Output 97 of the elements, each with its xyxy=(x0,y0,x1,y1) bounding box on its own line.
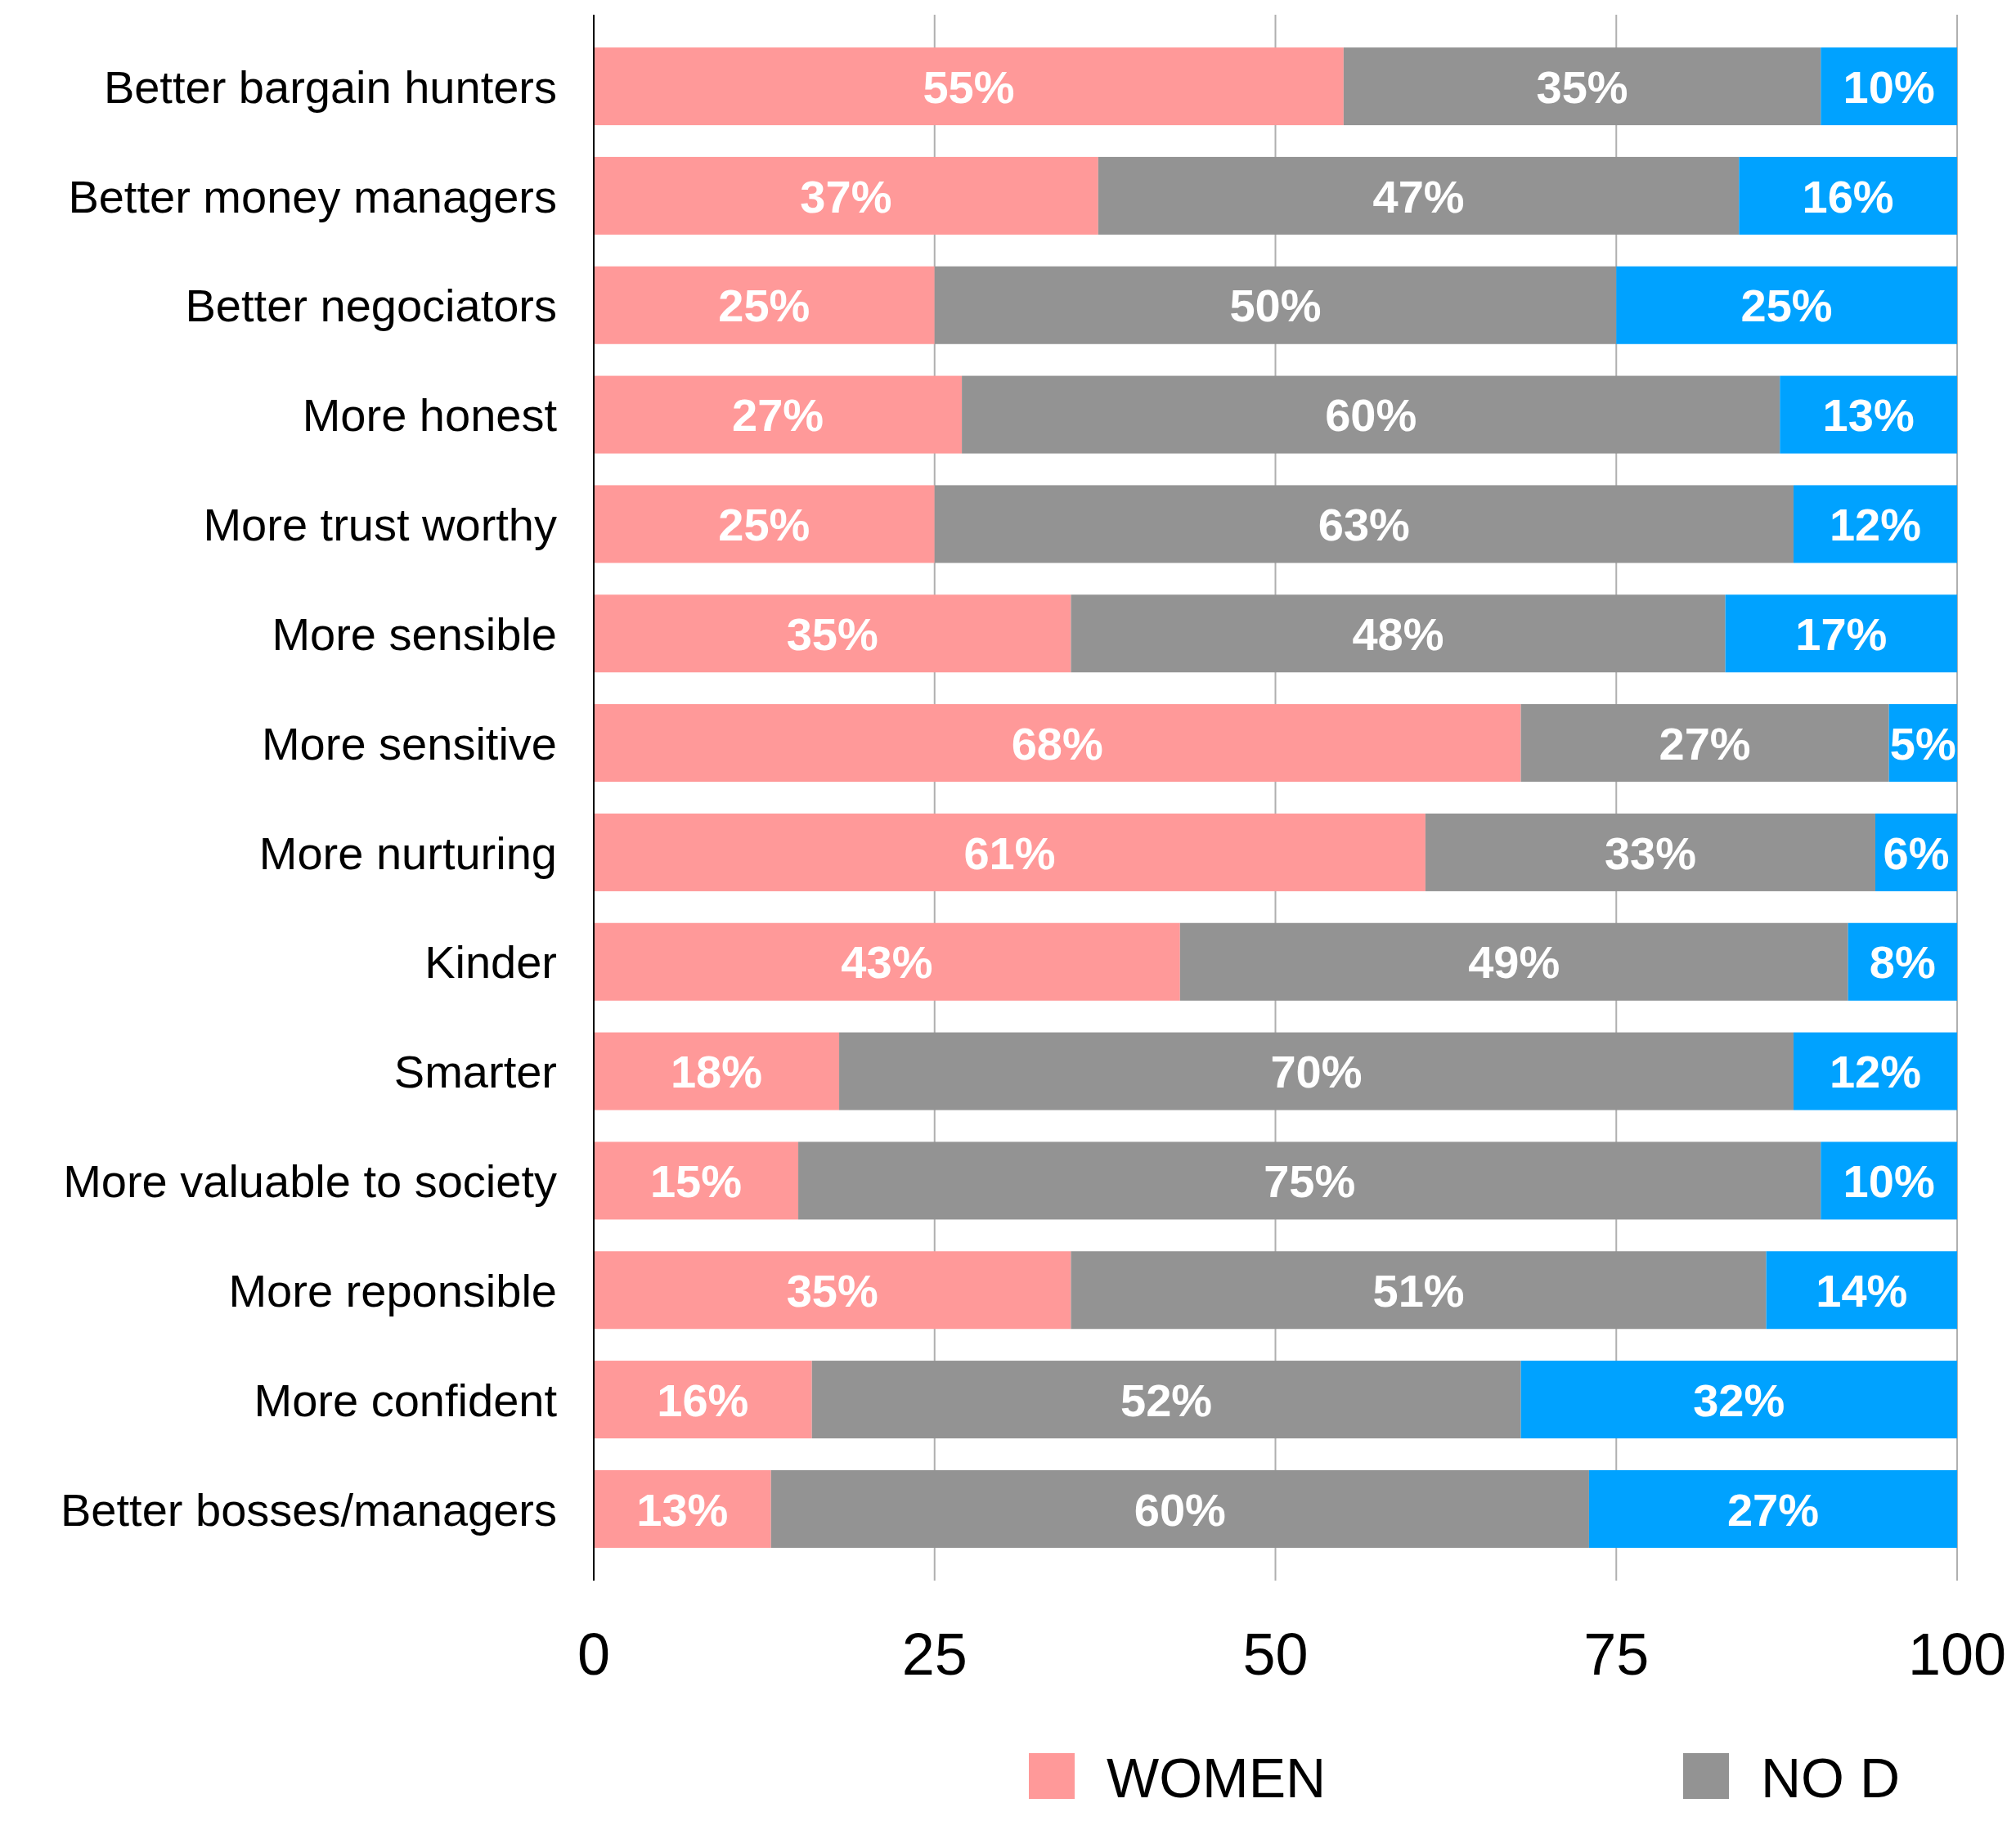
bar xyxy=(594,594,1071,673)
data-label: 68% xyxy=(1011,717,1103,769)
bar xyxy=(594,922,1180,1001)
data-label: 6% xyxy=(1883,827,1950,879)
data-label: 63% xyxy=(1318,499,1410,551)
data-label: 27% xyxy=(1726,1483,1819,1536)
data-label: 17% xyxy=(1795,608,1888,660)
y-tick-label: More reponsible xyxy=(228,1264,557,1316)
data-label: 13% xyxy=(636,1483,729,1536)
y-tick-label: Better bosses/managers xyxy=(61,1483,557,1536)
data-label: 61% xyxy=(963,827,1056,879)
y-tick-label: Better negociators xyxy=(185,280,557,332)
bar xyxy=(1766,1251,1957,1330)
data-label: 35% xyxy=(786,1264,878,1316)
data-label: 35% xyxy=(786,608,878,660)
y-tick-label: Kinder xyxy=(424,936,557,989)
data-label: 70% xyxy=(1270,1046,1363,1098)
bar xyxy=(770,1469,1589,1548)
data-label: 37% xyxy=(800,170,892,222)
bar xyxy=(594,1361,812,1439)
data-label: 60% xyxy=(1134,1483,1226,1536)
bar xyxy=(1343,47,1821,126)
y-tick-label: More trust worthy xyxy=(203,499,557,551)
bar xyxy=(1520,704,1889,783)
bar xyxy=(934,266,1617,344)
y-tick-label: More confident xyxy=(254,1374,558,1426)
data-label: 13% xyxy=(1822,389,1915,442)
bar xyxy=(594,1141,799,1220)
y-tick-label: More sensitive xyxy=(261,717,557,769)
y-tick-label: More nurturing xyxy=(258,827,557,879)
data-label: 10% xyxy=(1843,1155,1935,1208)
data-label: 49% xyxy=(1468,936,1560,989)
data-label: 14% xyxy=(1816,1264,1908,1316)
bar xyxy=(594,485,935,563)
data-label: 16% xyxy=(1802,170,1894,222)
bar xyxy=(1071,1251,1767,1330)
legend-label: WOMEN xyxy=(1107,1747,1327,1809)
bar xyxy=(1520,1361,1957,1439)
bar xyxy=(594,813,1426,891)
data-label: 25% xyxy=(718,499,810,551)
data-label: 5% xyxy=(1889,717,1956,769)
data-label: 47% xyxy=(1372,170,1465,222)
y-tick-label: More valuable to society xyxy=(63,1155,557,1208)
data-label: 52% xyxy=(1120,1374,1213,1426)
bar xyxy=(1588,1469,1957,1548)
data-label: 10% xyxy=(1843,61,1935,113)
x-tick-label: 0 xyxy=(577,1621,611,1687)
bar xyxy=(594,156,1098,235)
y-tick-label: More sensible xyxy=(272,608,557,660)
data-label: 16% xyxy=(657,1374,749,1426)
data-label: 8% xyxy=(1869,936,1936,989)
data-label: 48% xyxy=(1352,608,1444,660)
bar xyxy=(1425,813,1875,891)
data-label: 25% xyxy=(1740,280,1833,332)
bar xyxy=(1739,156,1957,235)
legend-label: NO D xyxy=(1761,1747,1900,1809)
data-label: 32% xyxy=(1693,1374,1785,1426)
bar xyxy=(594,266,935,344)
y-tick-label: More honest xyxy=(302,389,558,442)
data-label: 15% xyxy=(649,1155,743,1208)
data-label: 18% xyxy=(670,1046,763,1098)
data-label: 35% xyxy=(1536,61,1628,113)
bar xyxy=(1071,594,1726,673)
bar xyxy=(594,1251,1071,1330)
x-tick-label: 75 xyxy=(1583,1621,1650,1687)
data-label: 51% xyxy=(1372,1264,1465,1316)
y-tick-label: Better money managers xyxy=(68,170,557,222)
bar xyxy=(839,1032,1794,1110)
bar xyxy=(594,1032,840,1110)
data-label: 12% xyxy=(1829,499,1922,551)
bar xyxy=(798,1141,1821,1220)
bar xyxy=(1725,594,1957,673)
data-label: 33% xyxy=(1604,827,1696,879)
bar xyxy=(1098,156,1740,235)
y-tick-label: Better bargain hunters xyxy=(103,61,557,113)
bar xyxy=(1179,922,1848,1001)
data-label: 27% xyxy=(732,389,824,442)
bar xyxy=(594,704,1521,783)
y-tick-label: Smarter xyxy=(393,1046,557,1098)
data-label: 25% xyxy=(718,280,810,332)
data-label: 27% xyxy=(1659,717,1751,769)
bar xyxy=(1616,266,1957,344)
data-label: 55% xyxy=(923,61,1015,113)
data-label: 43% xyxy=(841,936,933,989)
bar xyxy=(594,375,963,454)
data-label: 75% xyxy=(1264,1155,1356,1208)
data-label: 12% xyxy=(1829,1046,1922,1098)
x-tick-label: 25 xyxy=(901,1621,968,1687)
x-tick-label: 50 xyxy=(1242,1621,1309,1687)
bar xyxy=(594,47,1344,126)
bar xyxy=(962,375,1780,454)
data-label: 60% xyxy=(1325,389,1417,442)
bar xyxy=(934,485,1794,563)
bar xyxy=(811,1361,1521,1439)
data-label: 50% xyxy=(1229,280,1322,332)
x-tick-label: 100 xyxy=(1907,1621,2007,1687)
bar xyxy=(1780,375,1957,454)
